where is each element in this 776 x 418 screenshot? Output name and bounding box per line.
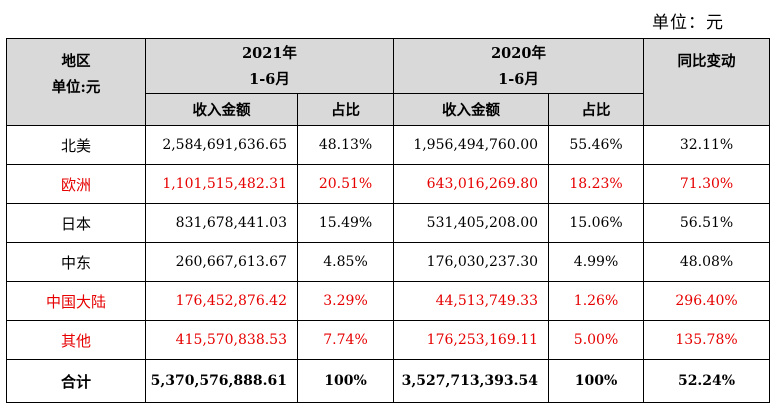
table-row: 中国大陆 176,452,876.42 3.29% 44,513,749.33 …	[6, 281, 771, 321]
header-unit-label: 单位:元	[51, 79, 101, 96]
regional-revenue-table: 地区 单位:元 2021年 1-6月 2020年 1-6月 同比变动 收入金额 …	[6, 38, 771, 403]
cell-yoy-change: 296.40%	[643, 281, 771, 321]
table-row: 其他 415,570,838.53 7.74% 176,253,169.11 5…	[6, 320, 771, 360]
cell-yoy-change: 71.30%	[643, 164, 771, 204]
cell-share-2021: 4.85%	[296, 242, 395, 282]
header-share-2021: 占比	[296, 93, 395, 126]
cell-share-2021: 15.49%	[296, 203, 395, 243]
cell-revenue-2021: 2,584,691,636.65	[145, 125, 298, 165]
cell-total-revenue-2021: 5,370,576,888.61	[145, 359, 298, 403]
cell-region: 中国大陆	[6, 281, 146, 321]
cell-revenue-2020: 176,030,237.30	[393, 242, 550, 282]
header-period-2021: 2021年 1-6月	[144, 38, 395, 94]
cell-share-2020: 1.26%	[548, 281, 645, 321]
cell-share-2020: 55.46%	[548, 125, 645, 165]
cell-revenue-2021: 176,452,876.42	[145, 281, 298, 321]
cell-share-2021: 3.29%	[296, 281, 395, 321]
cell-share-2020: 5.00%	[548, 320, 645, 360]
cell-region: 欧洲	[6, 164, 146, 204]
cell-revenue-2021: 415,570,838.53	[145, 320, 298, 360]
header-revenue-2020: 收入金额	[393, 93, 550, 126]
header-year-2021: 2021年	[242, 45, 297, 62]
header-region-label: 地区	[61, 53, 91, 70]
cell-yoy-change: 56.51%	[643, 203, 771, 243]
header-region: 地区 单位:元	[6, 38, 146, 126]
header-period-2020: 2020年 1-6月	[393, 38, 645, 94]
header-months-2020: 1-6月	[498, 71, 539, 88]
header-months-2021: 1-6月	[249, 71, 290, 88]
cell-share-2021: 7.74%	[296, 320, 395, 360]
cell-revenue-2021: 260,667,613.67	[145, 242, 298, 282]
total-row: 合计 5,370,576,888.61 100% 3,527,713,393.5…	[6, 359, 771, 403]
cell-revenue-2020: 176,253,169.11	[393, 320, 550, 360]
cell-share-2021: 20.51%	[296, 164, 395, 204]
cell-yoy-change: 48.08%	[643, 242, 771, 282]
cell-region: 北美	[6, 125, 146, 165]
cell-region: 中东	[6, 242, 146, 282]
table-body: 北美 2,584,691,636.65 48.13% 1,956,494,760…	[6, 125, 771, 403]
table-row: 欧洲 1,101,515,482.31 20.51% 643,016,269.8…	[6, 164, 771, 204]
cell-region: 其他	[6, 320, 146, 360]
cell-total-label: 合计	[6, 359, 146, 403]
cell-revenue-2021: 1,101,515,482.31	[145, 164, 298, 204]
header-year-2020: 2020年	[491, 45, 546, 62]
table-row: 日本 831,678,441.03 15.49% 531,405,208.00 …	[6, 203, 771, 243]
cell-revenue-2020: 643,016,269.80	[393, 164, 550, 204]
table-row: 中东 260,667,613.67 4.85% 176,030,237.30 4…	[6, 242, 771, 282]
cell-yoy-change: 135.78%	[643, 320, 771, 360]
cell-share-2020: 18.23%	[548, 164, 645, 204]
cell-revenue-2020: 44,513,749.33	[393, 281, 550, 321]
cell-revenue-2020: 1,956,494,760.00	[393, 125, 550, 165]
cell-total-share-2021: 100%	[296, 359, 395, 403]
cell-total-share-2020: 100%	[548, 359, 645, 403]
header-revenue-2021: 收入金额	[145, 93, 298, 126]
cell-share-2020: 4.99%	[548, 242, 645, 282]
cell-region: 日本	[6, 203, 146, 243]
header-yoy-change: 同比变动	[643, 38, 771, 126]
cell-total-yoy-change: 52.24%	[643, 359, 771, 403]
cell-revenue-2021: 831,678,441.03	[145, 203, 298, 243]
unit-note: 单位：元	[652, 13, 724, 33]
cell-total-revenue-2020: 3,527,713,393.54	[393, 359, 550, 403]
cell-share-2020: 15.06%	[548, 203, 645, 243]
header-share-2020: 占比	[548, 93, 645, 126]
cell-yoy-change: 32.11%	[643, 125, 771, 165]
table-row: 北美 2,584,691,636.65 48.13% 1,956,494,760…	[6, 125, 771, 165]
cell-revenue-2020: 531,405,208.00	[393, 203, 550, 243]
cell-share-2021: 48.13%	[296, 125, 395, 165]
